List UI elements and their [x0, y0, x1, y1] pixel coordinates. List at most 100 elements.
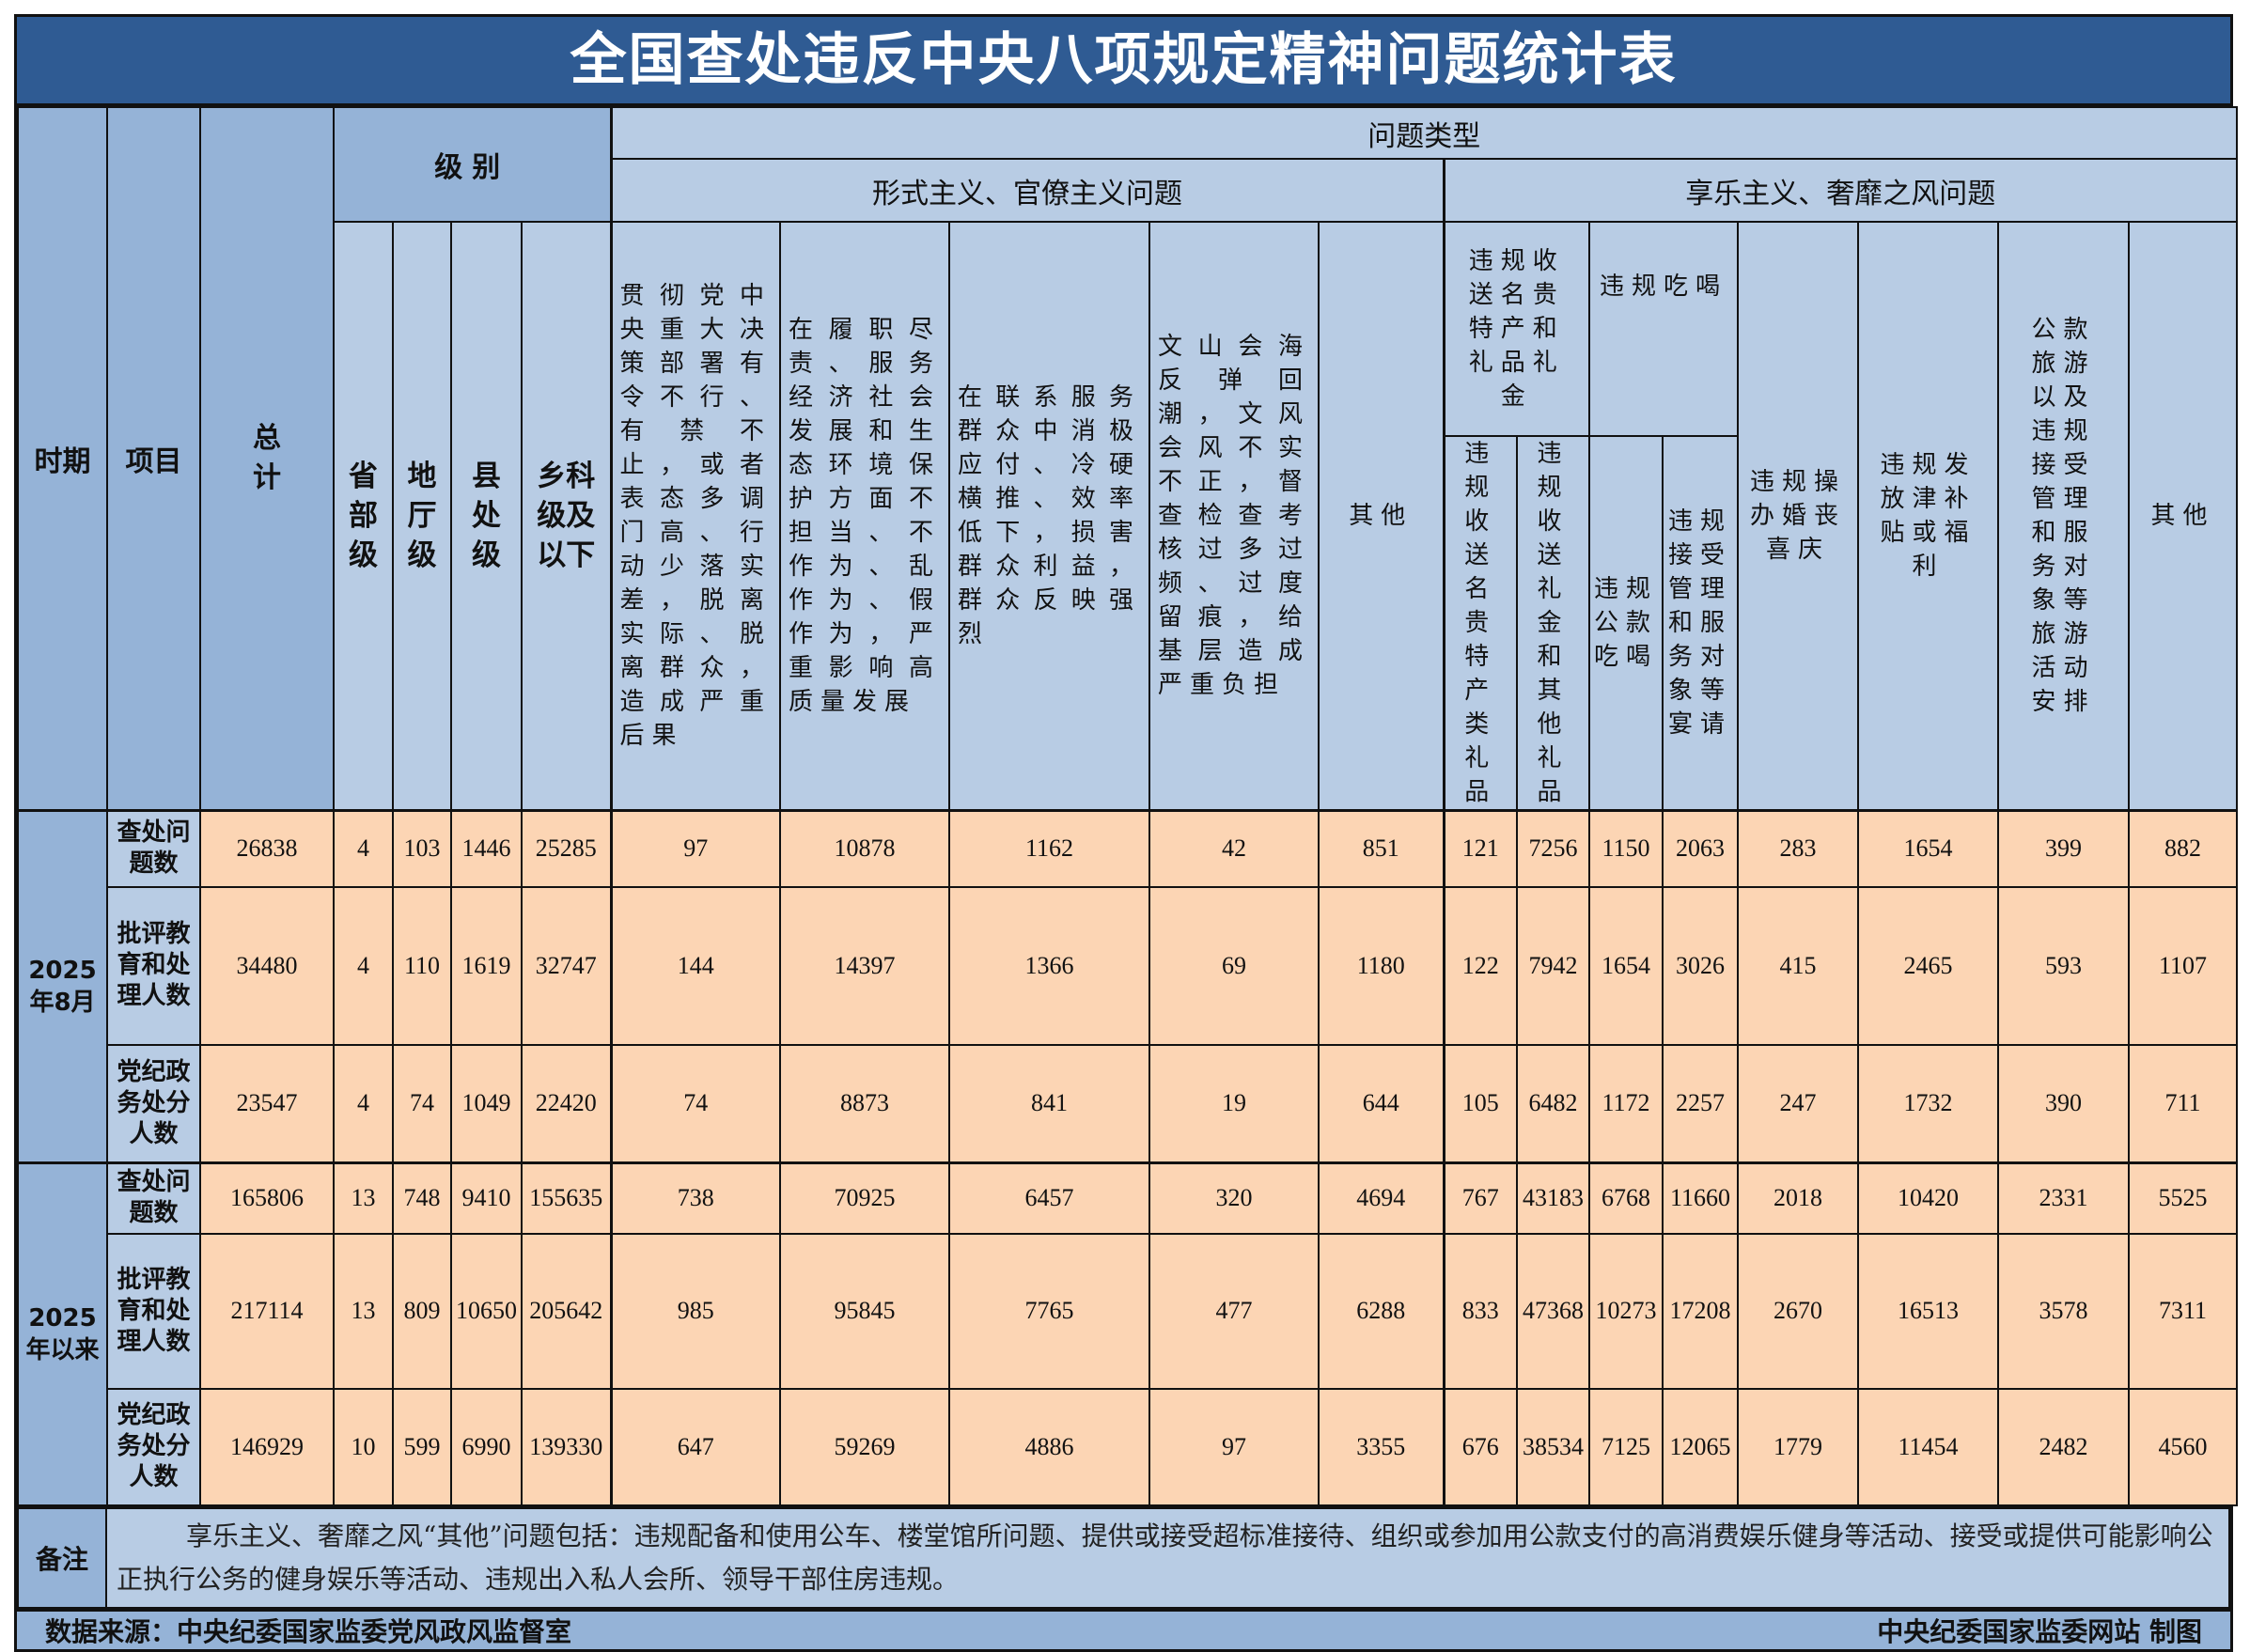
value-cell: 6457 [948, 1161, 1150, 1235]
value-cell: 2331 [1997, 1161, 2130, 1235]
header-dining-public: 违规公款吃喝 [1588, 435, 1664, 812]
header-period: 时期 [17, 106, 108, 812]
value-cell: 1446 [450, 809, 523, 888]
value-cell: 12065 [1662, 1387, 1739, 1506]
value-cell: 841 [948, 1043, 1150, 1164]
value-cell: 477 [1148, 1232, 1320, 1390]
value-cell: 2465 [1857, 885, 1999, 1046]
value-cell: 205642 [521, 1232, 612, 1390]
value-cell: 4560 [2127, 1387, 2239, 1506]
value-cell: 11454 [1857, 1387, 1999, 1506]
row-item-text: 查处问题数 [117, 1168, 191, 1228]
value-cell: 599 [392, 1387, 452, 1506]
value-cell: 7125 [1588, 1387, 1664, 1506]
value-cell: 14397 [779, 885, 950, 1046]
value-cell: 10 [333, 1387, 394, 1506]
value-cell: 69 [1148, 885, 1320, 1046]
value-cell: 748 [392, 1161, 452, 1235]
value-cell: 11660 [1662, 1161, 1739, 1235]
row-item-label: 党纪政务处分人数 [106, 1387, 201, 1506]
value-cell: 3026 [1662, 885, 1739, 1046]
value-cell: 9410 [450, 1161, 523, 1235]
header-tourism: 公款旅游以及违规接受管理和服务对象等旅游活动安排 [1997, 221, 2130, 812]
row-item-text: 批评教育和处理人数 [117, 1265, 191, 1356]
value-cell: 647 [609, 1387, 781, 1506]
header-dining: 违规吃喝 [1588, 221, 1739, 437]
value-cell: 38534 [1516, 1387, 1590, 1506]
value-cell: 1162 [948, 809, 1150, 888]
value-cell: 74 [609, 1043, 781, 1164]
value-cell: 1172 [1588, 1043, 1664, 1164]
row-item-text: 党纪政务处分人数 [117, 1057, 191, 1148]
value-cell: 1366 [948, 885, 1150, 1046]
value-cell: 711 [2127, 1043, 2239, 1164]
value-cell: 32747 [521, 885, 612, 1046]
note-table: 备注 享乐主义、奢靡之风“其他”问题包括：违规配备和使用公车、楼堂馆所问题、提供… [17, 1505, 2230, 1609]
level-label: 乡科级及以下 [537, 460, 596, 572]
header-problem-type: 问题类型 [609, 106, 2239, 160]
table-row: 党纪政务处分人数 146929 10 599 6990 139330 647 59269 488… [18, 1387, 2239, 1506]
value-cell: 1150 [1588, 809, 1664, 888]
value-cell: 2257 [1662, 1043, 1739, 1164]
value-cell: 2670 [1737, 1232, 1859, 1390]
value-cell: 26838 [199, 809, 335, 888]
value-cell: 882 [2127, 809, 2239, 888]
value-cell: 10420 [1857, 1161, 1999, 1235]
value-cell: 43183 [1516, 1161, 1590, 1235]
value-cell: 95845 [779, 1232, 950, 1390]
table-row: 2025年8月 查处问题数 26838 4 103 1446 25285 97 10878 116… [17, 809, 2239, 1164]
table-row: 2025年以来 查处问题数 165806 13 748 9410 155635 738 7092… [17, 1161, 2239, 1506]
value-cell: 70925 [779, 1161, 950, 1235]
value-cell: 22420 [521, 1043, 612, 1164]
value-cell: 74 [392, 1043, 452, 1164]
page-title: 全国查处违反中央八项规定精神问题统计表 [17, 17, 2230, 106]
header-level-province: 省部级 [333, 221, 394, 812]
row-item-text: 批评教育和处理人数 [117, 920, 191, 1010]
value-cell: 1779 [1737, 1387, 1859, 1506]
value-cell: 105 [1442, 1043, 1518, 1164]
header-formalism-col-2: 在履职尽责、服务经济社会发展和生态环境保护方面不担当、不作为、乱作为、假作为，严… [779, 221, 950, 812]
value-cell: 4 [333, 1043, 394, 1164]
value-cell: 1180 [1318, 885, 1445, 1046]
header-formalism-other: 其他 [1318, 221, 1445, 812]
value-cell: 5525 [2127, 1161, 2239, 1235]
value-cell: 59269 [779, 1387, 950, 1506]
value-cell: 985 [609, 1232, 781, 1390]
row-item-label: 批评教育和处理人数 [106, 1232, 201, 1390]
period-label: 2025年8月 [17, 809, 108, 1164]
header-hedonism: 享乐主义、奢靡之风问题 [1442, 158, 2239, 223]
data-source: 数据来源：中央纪委国家监委党风政风监督室 [45, 1615, 572, 1647]
value-cell: 17208 [1662, 1232, 1739, 1390]
table-row: 党纪政务处分人数 23547 4 74 1049 22420 74 8873 841 19 644 1… [18, 1043, 2239, 1164]
value-cell: 644 [1318, 1043, 1445, 1164]
table-row: 批评教育和处理人数 217114 13 809 10650 205642 985 95845 7… [18, 1232, 2239, 1390]
value-cell: 165806 [199, 1161, 335, 1235]
value-cell: 6482 [1516, 1043, 1590, 1164]
value-cell: 1654 [1857, 809, 1999, 888]
value-cell: 110 [392, 885, 452, 1046]
value-cell: 7256 [1516, 809, 1590, 888]
statistics-table: 时期 项目 总计 级别 问题类型 形式主义、官僚主义问题 享乐主义、奢靡之风问题… [17, 106, 2239, 1506]
value-cell: 10650 [450, 1232, 523, 1390]
header-hedonism-other: 其他 [2127, 221, 2239, 812]
header-weddings-funerals: 违规操办婚丧喜庆 [1737, 221, 1859, 812]
value-cell: 2018 [1737, 1161, 1859, 1235]
value-cell: 13 [333, 1161, 394, 1235]
note-text: 享乐主义、奢靡之风“其他”问题包括：违规配备和使用公车、楼堂馆所问题、提供或接受… [105, 1506, 2230, 1609]
value-cell: 16513 [1857, 1232, 1999, 1390]
value-cell: 7311 [2127, 1232, 2239, 1390]
value-cell: 7765 [948, 1232, 1150, 1390]
note-label: 备注 [17, 1506, 107, 1609]
table-row: 批评教育和处理人数 34480 4 110 1619 32747 144 14397 1366 6… [18, 885, 2239, 1046]
value-cell: 2482 [1997, 1387, 2130, 1506]
row-item-text: 查处问题数 [117, 818, 191, 879]
value-cell: 217114 [199, 1232, 335, 1390]
header-total: 总计 [199, 106, 335, 812]
credit: 中央纪委国家监委网站 制图 [1877, 1615, 2202, 1647]
value-cell: 97 [609, 809, 781, 888]
value-cell: 13 [333, 1232, 394, 1390]
value-cell: 767 [1442, 1161, 1518, 1235]
value-cell: 4886 [948, 1387, 1150, 1506]
row-item-label: 查处问题数 [106, 809, 201, 888]
value-cell: 3355 [1318, 1387, 1445, 1506]
